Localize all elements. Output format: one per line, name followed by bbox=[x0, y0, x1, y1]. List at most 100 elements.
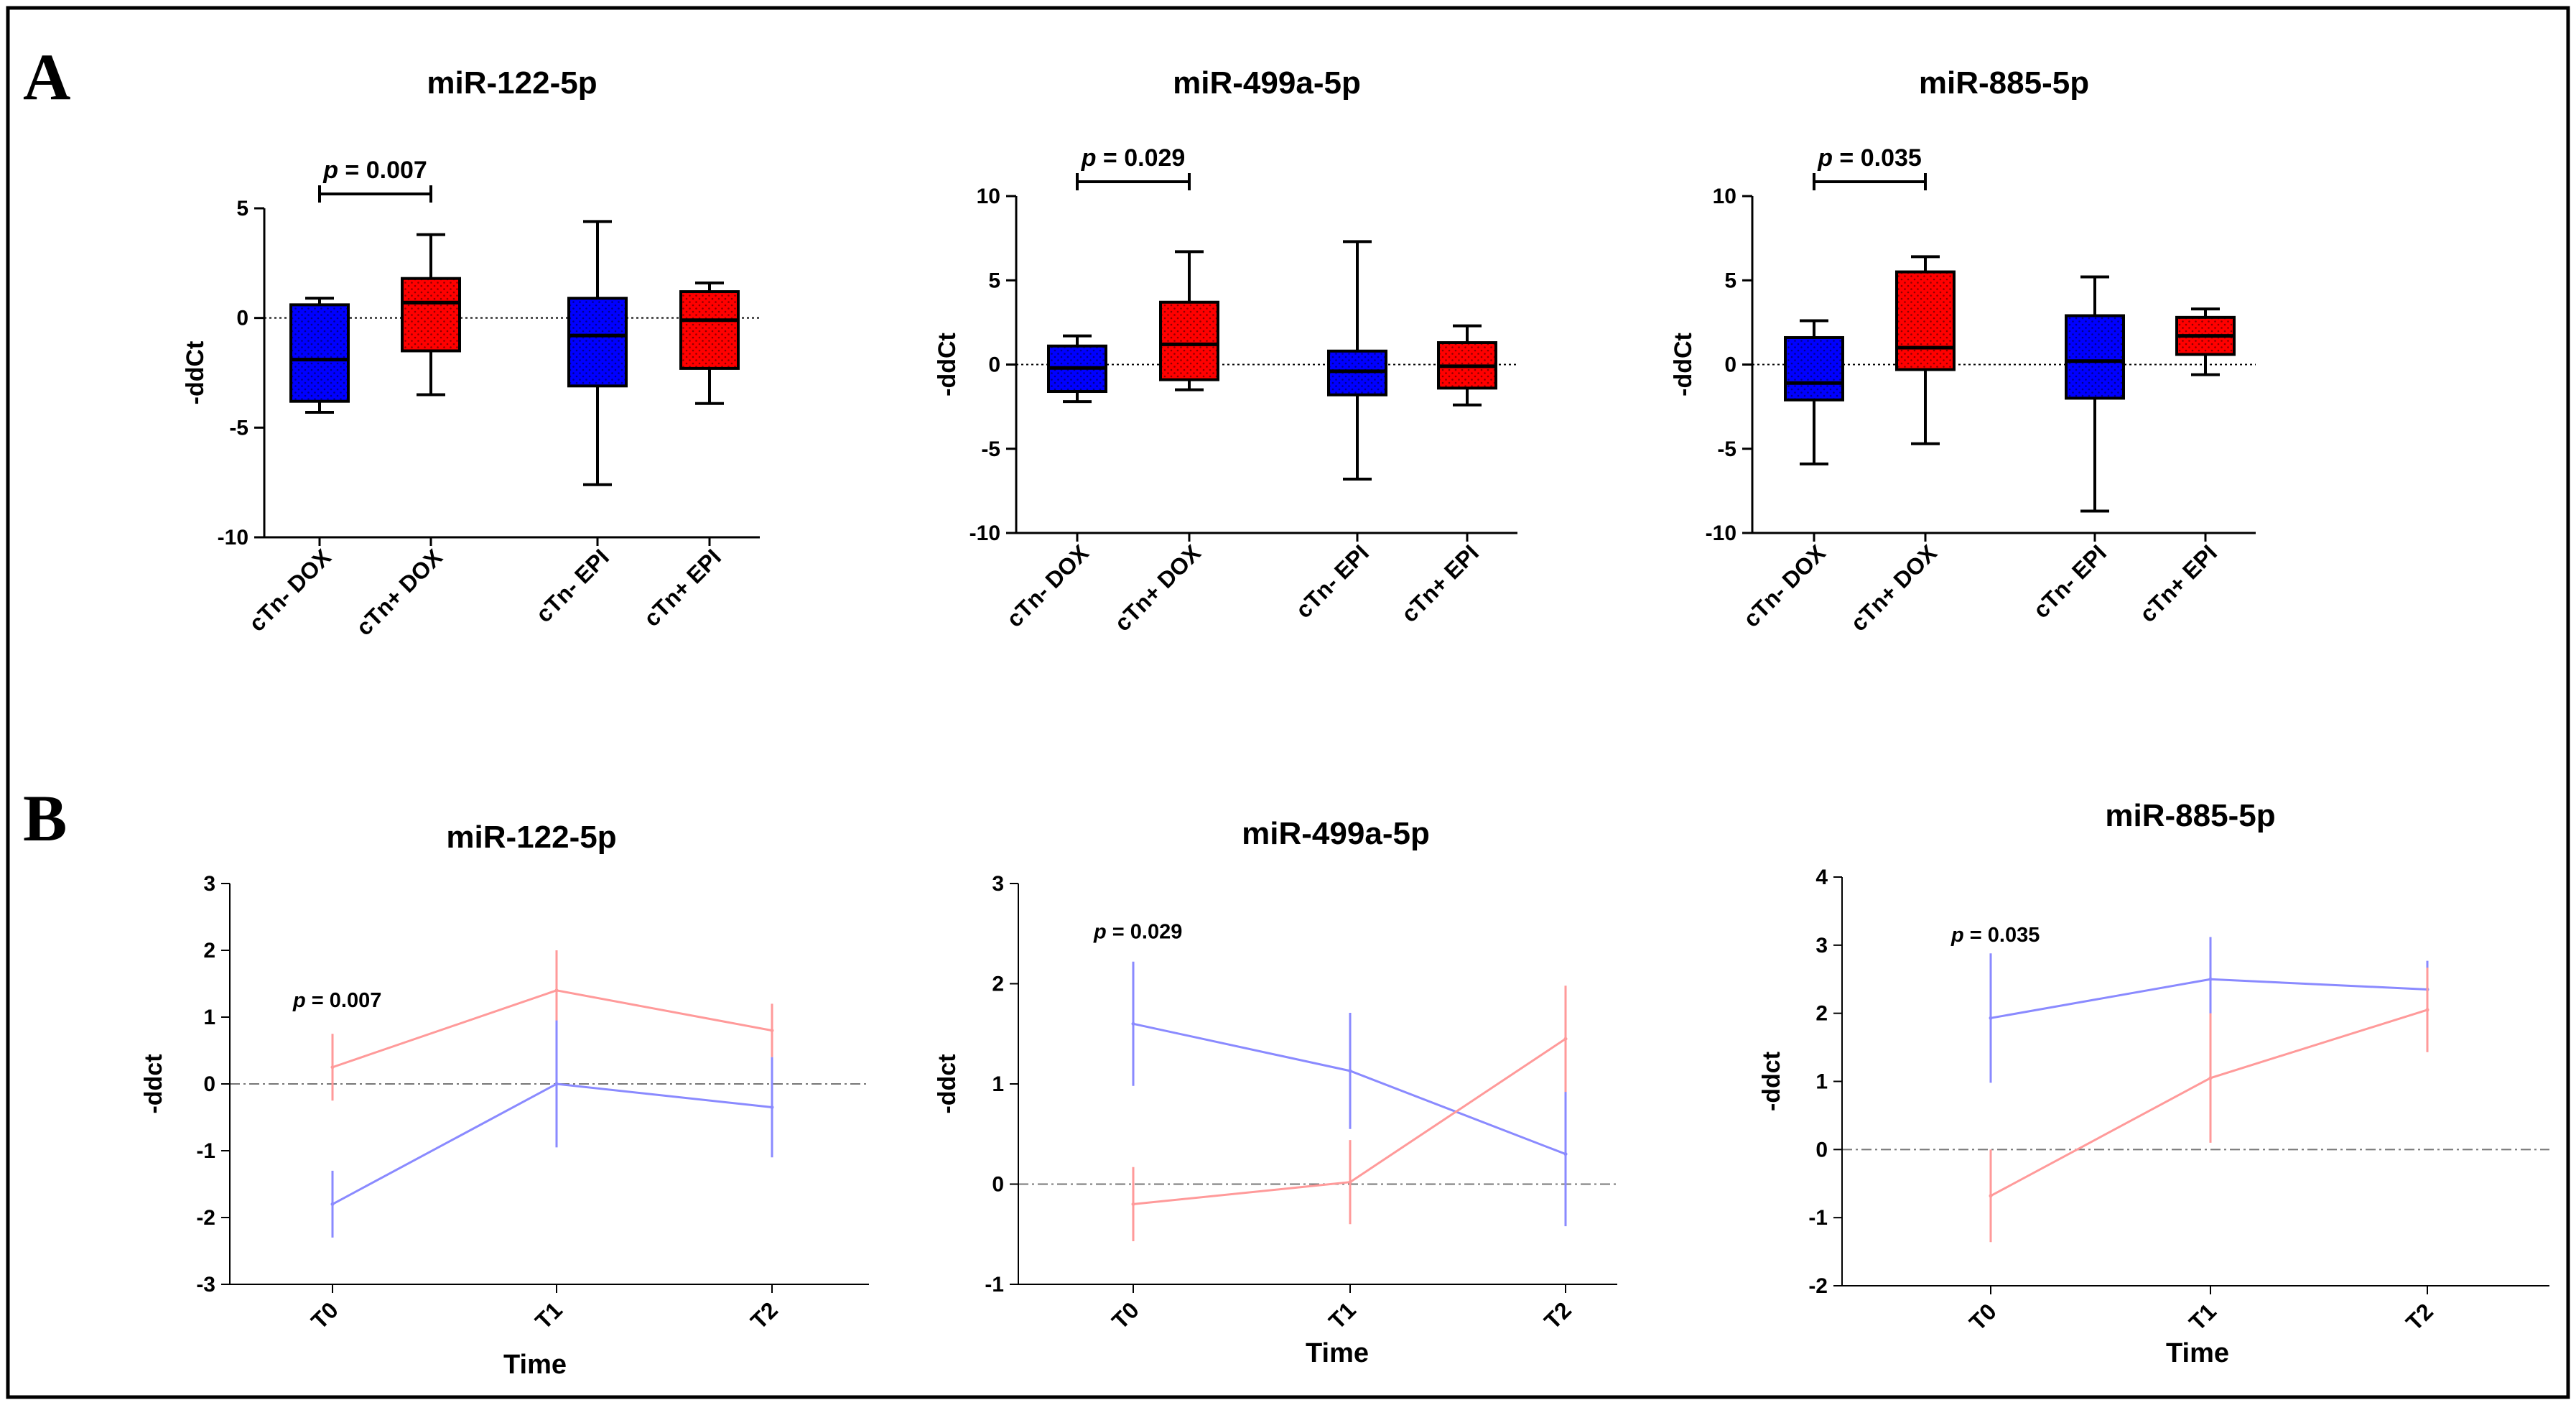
y-axis-label: -ddct bbox=[934, 1054, 961, 1113]
y-tick-label: -10 bbox=[1706, 521, 1736, 545]
data-point bbox=[330, 1202, 335, 1206]
x-axis-label: Time bbox=[2166, 1338, 2229, 1368]
category-label: cTn+ EPI bbox=[1396, 539, 1484, 627]
p-value-label: p = 0.029 bbox=[1081, 144, 1186, 172]
box-texture bbox=[402, 278, 460, 351]
box-2: cTn+ DOX bbox=[351, 233, 461, 641]
chart-title: miR-885-5p bbox=[1919, 65, 2089, 101]
category-label: cTn- DOX bbox=[1738, 539, 1831, 632]
series-line bbox=[1990, 1008, 2428, 1197]
chart-title: miR-499a-5p bbox=[1173, 65, 1361, 101]
y-tick-label: -10 bbox=[970, 521, 1000, 545]
chart-title: miR-122-5p bbox=[446, 820, 616, 855]
box-4: cTn+ EPI bbox=[638, 281, 740, 631]
box-4: cTn+ EPI bbox=[1396, 324, 1497, 627]
y-tick-label: 1 bbox=[1815, 1070, 1828, 1094]
y-tick-label: 0 bbox=[236, 307, 248, 330]
data-point bbox=[330, 1065, 335, 1070]
box-1: cTn- DOX bbox=[1738, 319, 1844, 632]
box-chart-3: miR-885-5p 10 5 0 -5 -10 -ddCt cTn- DOX cTn+ DOX… bbox=[1670, 65, 2256, 636]
x-tick-label: T1 bbox=[2184, 1298, 2221, 1335]
series-blue bbox=[1131, 961, 1568, 1227]
box-2: cTn+ DOX bbox=[1110, 250, 1219, 636]
y-axis-label: -ddCt bbox=[934, 333, 961, 397]
category-label: cTn- EPI bbox=[531, 544, 614, 627]
y-tick-label: 3 bbox=[1815, 934, 1828, 957]
y-axis-label: -ddct bbox=[1758, 1052, 1785, 1111]
figure-border bbox=[6, 6, 2570, 1399]
series-line bbox=[332, 989, 773, 1069]
box-4: cTn+ EPI bbox=[2134, 307, 2236, 627]
data-point bbox=[1348, 1180, 1352, 1184]
y-tick-label: 0 bbox=[988, 353, 1000, 377]
chart-title: miR-499a-5p bbox=[1242, 816, 1430, 851]
y-tick-label: -2 bbox=[1808, 1274, 1828, 1298]
y-tick-label: 1 bbox=[203, 1006, 215, 1029]
y-axis-label: -ddCt bbox=[1670, 333, 1697, 397]
category-label: cTn- EPI bbox=[1291, 539, 1374, 623]
data-point bbox=[770, 1105, 774, 1110]
data-point bbox=[1989, 1016, 1993, 1020]
box-texture bbox=[1161, 302, 1218, 380]
y-axis-label: -ddct bbox=[140, 1054, 167, 1113]
category-label: cTn+ DOX bbox=[1846, 539, 1943, 636]
y-axis-label: -ddCt bbox=[182, 341, 209, 405]
box-chart-2: miR-499a-5p 10 5 0 -5 -10 -ddCt cTn- DOX cTn+ DO… bbox=[934, 65, 1517, 636]
p-value-label: p = 0.029 bbox=[1093, 921, 1182, 944]
data-point bbox=[554, 988, 559, 993]
y-tick-label: 10 bbox=[977, 185, 1000, 208]
x-tick-label: T1 bbox=[530, 1297, 567, 1334]
p-value-label: p = 0.007 bbox=[292, 989, 381, 1012]
data-point bbox=[554, 1082, 559, 1086]
data-point bbox=[1563, 1152, 1568, 1156]
x-tick-label: T2 bbox=[2401, 1298, 2438, 1335]
x-tick-label: T0 bbox=[306, 1297, 343, 1334]
y-tick-label: 5 bbox=[988, 269, 1000, 292]
category-label: cTn- EPI bbox=[2028, 539, 2111, 623]
y-tick-label: -5 bbox=[1717, 437, 1736, 461]
series-red bbox=[1131, 986, 1568, 1242]
series-blue bbox=[1989, 937, 2429, 1083]
chart-title: miR-885-5p bbox=[2105, 798, 2275, 833]
y-tick-label: 2 bbox=[1815, 1002, 1828, 1026]
box-texture bbox=[569, 298, 626, 386]
box-texture bbox=[291, 305, 348, 402]
category-label: cTn+ EPI bbox=[2134, 539, 2222, 627]
category-label: cTn+ DOX bbox=[351, 544, 448, 641]
category-label: cTn+ DOX bbox=[1110, 539, 1206, 636]
box-texture bbox=[1897, 272, 1954, 370]
y-tick-label: -2 bbox=[196, 1206, 215, 1230]
series-blue bbox=[330, 1020, 774, 1238]
x-tick-label: T0 bbox=[1964, 1298, 2001, 1335]
y-tick-label: 1 bbox=[992, 1072, 1004, 1096]
data-point bbox=[1348, 1069, 1352, 1073]
x-tick-label: T2 bbox=[1539, 1297, 1576, 1334]
y-tick-label: -1 bbox=[196, 1139, 215, 1163]
box-3: cTn- EPI bbox=[1291, 240, 1387, 623]
data-point bbox=[2425, 1008, 2429, 1012]
y-tick-label: 2 bbox=[992, 973, 1004, 996]
line-chart-3: miR-885-5p 4 3 2 1 0 -1 -2 T0 T1 T2 Time -ddct p = 0.… bbox=[1758, 798, 2549, 1368]
data-point bbox=[1131, 1021, 1135, 1026]
y-tick-label: 3 bbox=[203, 872, 215, 896]
x-tick-label: T2 bbox=[745, 1297, 783, 1334]
series-line bbox=[332, 1082, 773, 1205]
y-tick-label: 5 bbox=[236, 197, 248, 221]
y-tick-label: -5 bbox=[229, 416, 248, 440]
box-texture bbox=[681, 292, 738, 368]
p-value-label: p = 0.035 bbox=[1950, 924, 2040, 947]
y-tick-label: 5 bbox=[1724, 269, 1736, 292]
p-value-label: p = 0.035 bbox=[1817, 144, 1922, 172]
p-value-label: p = 0.007 bbox=[322, 157, 427, 184]
data-point bbox=[2208, 977, 2213, 981]
data-point bbox=[2208, 1076, 2213, 1080]
box-2: cTn+ DOX bbox=[1846, 255, 1956, 636]
x-tick-label: T0 bbox=[1107, 1297, 1144, 1334]
data-point bbox=[770, 1029, 774, 1033]
x-axis-label: Time bbox=[503, 1350, 567, 1380]
chart-title: miR-122-5p bbox=[427, 65, 597, 101]
data-point bbox=[1563, 1037, 1568, 1041]
y-tick-label: -1 bbox=[985, 1273, 1004, 1297]
